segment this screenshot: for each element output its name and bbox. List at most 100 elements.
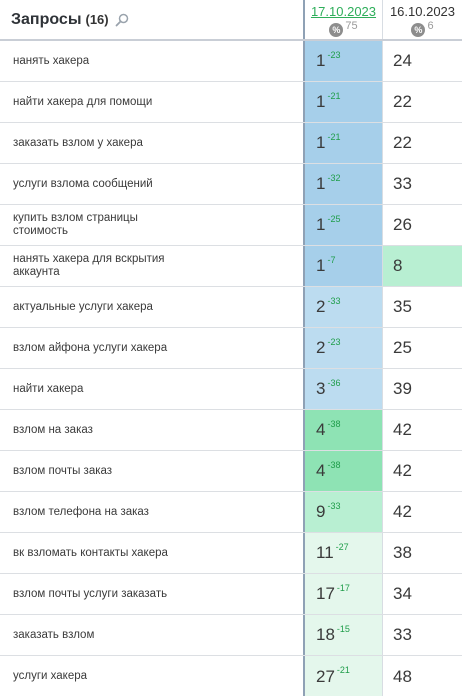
query-text[interactable]: взлом айфона услуги хакера [13,341,168,354]
position-current: 1 [316,92,326,111]
position-current: 1 [316,215,326,234]
position-cell-current: 3 -36 [303,369,383,409]
query-text[interactable]: найти хакера [13,382,84,395]
position-cell-previous: 33 [383,615,462,655]
position-previous: 42 [393,420,412,439]
position-cell-previous: 42 [383,451,462,491]
table-body: нанять хакера 1 -23 24 найти хакера для помо… [0,41,462,696]
position-current: 1 [316,256,326,275]
queries-title: Запросы [11,10,82,28]
position-cell-previous: 25 [383,328,462,368]
position-cell-current: 2 -33 [303,287,383,327]
position-previous: 34 [393,584,412,603]
position-previous: 39 [393,379,412,398]
position-cell-current: 1 -7 [303,246,383,286]
position-delta: -33 [327,296,341,306]
table-row: взлом телефона на заказ 9 -33 42 [0,492,462,533]
search-icon[interactable] [115,13,129,27]
date-label-2: 16.10.2023 [389,4,456,19]
position-current: 1 [316,174,326,193]
query-text[interactable]: актуальные услуги хакера [13,300,153,313]
position-previous: 33 [393,625,412,644]
position-delta: -33 [327,501,341,511]
position-current: 11 [316,543,334,562]
position-cell-current: 27 -21 [303,656,383,696]
position-current: 27 [316,666,335,686]
position-cell-current: 4 -38 [303,451,383,491]
table-row: взлом почты заказ 4 -38 42 [0,451,462,492]
date-column-header-2: 16.10.2023 % 6 [383,0,462,39]
position-cell-previous: 39 [383,369,462,409]
table-row: услуги хакера 27 -21 48 [0,656,462,696]
position-previous: 38 [393,543,412,562]
position-current: 2 [316,338,326,357]
position-current: 9 [316,502,326,521]
position-delta: -21 [336,665,350,675]
query-text[interactable]: услуги хакера [13,670,88,682]
position-delta: -23 [327,50,341,60]
table-row: нанять хакера для вскрытия аккаунта 1 -7 8 [0,246,462,287]
query-text[interactable]: услуги взлома сообщений [13,177,153,190]
position-cell-current: 11 -27 [303,533,383,573]
query-text[interactable]: найти хакера для помощи [13,95,153,108]
percent-icon: % [329,23,344,37]
position-delta: -38 [327,460,341,470]
date-link-1[interactable]: 17.10.2023 [310,4,377,19]
query-text[interactable]: заказать взлом [13,628,95,641]
position-cell-previous: 33 [383,164,462,204]
position-delta: -7 [327,255,336,265]
query-text[interactable]: нанять хакера [13,54,90,67]
position-delta: -38 [327,419,341,429]
queries-count: (16) [85,12,109,27]
position-previous: 26 [393,215,412,234]
position-delta: -36 [327,378,341,388]
position-current: 18 [316,625,335,644]
position-cell-previous: 38 [383,533,462,573]
position-current: 3 [316,379,326,398]
position-cell-previous: 35 [383,287,462,327]
query-text[interactable]: нанять хакера для вскрытия аккаунта [13,253,165,278]
query-text[interactable]: заказать взлом у хакера [13,136,143,149]
table-row: вк взломать контакты хакера 11 -27 38 [0,533,462,574]
position-delta: -21 [327,132,341,142]
query-text[interactable]: взлом телефона на заказ [13,505,149,518]
query-text[interactable]: взлом почты услуги заказать [13,587,168,600]
position-cell-current: 2 -23 [303,328,383,368]
position-previous: 22 [393,133,412,152]
position-cell-current: 4 -38 [303,410,383,450]
position-previous: 42 [393,502,412,521]
position-cell-previous: 22 [383,82,462,122]
position-cell-current: 1 -21 [303,82,383,122]
position-current: 2 [316,297,326,316]
position-delta: -17 [336,583,350,593]
position-cell-previous: 42 [383,410,462,450]
position-previous: 48 [393,666,412,686]
table-row: взлом на заказ 4 -38 42 [0,410,462,451]
position-current: 17 [316,584,335,603]
table-row: взлом айфона услуги хакера 2 -23 25 [0,328,462,369]
position-cell-current: 18 -15 [303,615,383,655]
position-delta: -21 [327,91,341,101]
position-delta: -15 [336,624,350,634]
table-row: купить взлом страницы стоимость 1 -25 26 [0,205,462,246]
position-previous: 8 [393,256,403,275]
position-previous: 42 [393,461,412,480]
table-row: найти хакера для помощи 1 -21 22 [0,82,462,123]
table-row: заказать взлом у хакера 1 -21 22 [0,123,462,164]
query-text[interactable]: купить взлом страницы стоимость [13,212,138,237]
position-delta: -27 [335,542,349,552]
position-cell-current: 17 -17 [303,574,383,614]
percent-icon: % [411,23,426,37]
position-delta: -25 [327,214,341,224]
position-cell-current: 1 -21 [303,123,383,163]
query-text[interactable]: вк взломать контакты хакера [13,546,168,559]
position-previous: 35 [393,297,412,316]
position-cell-current: 9 -33 [303,492,383,532]
query-text[interactable]: взлом почты заказ [13,464,113,477]
position-cell-current: 1 -25 [303,205,383,245]
position-previous: 24 [393,51,412,70]
query-text[interactable]: взлом на заказ [13,423,93,436]
position-current: 4 [316,461,326,480]
table-row: найти хакера 3 -36 39 [0,369,462,410]
